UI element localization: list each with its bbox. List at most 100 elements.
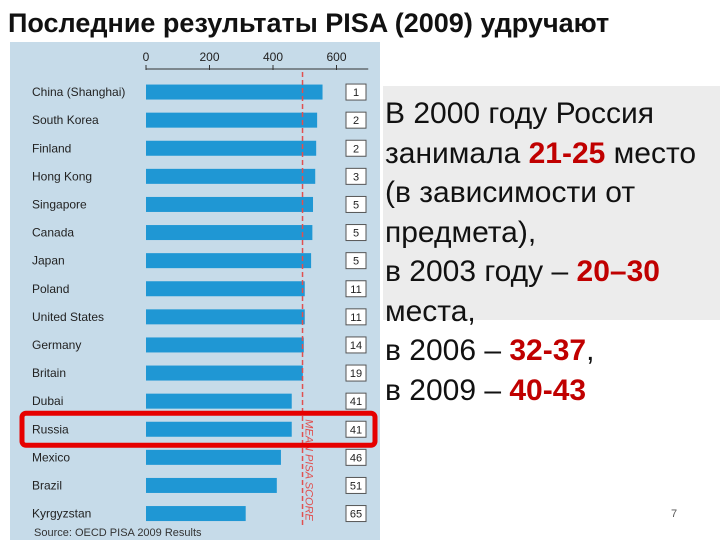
rank-label: 46 <box>350 452 362 464</box>
rank-label: 5 <box>353 256 359 268</box>
bar <box>146 393 292 409</box>
text-subject: предмета), <box>385 215 537 249</box>
rank-label: 5 <box>353 228 359 240</box>
category-label: Britain <box>32 366 66 380</box>
bullet-line: в 2009 – 40-43 <box>385 371 720 411</box>
bar <box>146 365 303 381</box>
text-mesto: место <box>605 136 697 170</box>
bar <box>146 196 314 212</box>
category-label: Dubai <box>32 394 63 408</box>
rank-box <box>345 252 367 270</box>
bar <box>146 112 318 128</box>
bullet-line: места, <box>385 292 720 332</box>
rank-box <box>345 111 367 129</box>
text-2006: в 2006 – <box>385 334 510 367</box>
category-label: United States <box>32 310 104 324</box>
category-label: Canada <box>32 226 74 240</box>
slide-title: Последние результаты PISA (2009) удручаю… <box>8 8 610 38</box>
bar <box>146 477 277 493</box>
rank-box <box>345 195 367 213</box>
russia-highlight-box <box>19 410 378 448</box>
bullet-line: предмета), <box>385 213 720 253</box>
text-mesta: места, <box>385 294 476 328</box>
rank-2000: 21-25 <box>528 136 606 170</box>
rank-box <box>345 448 367 466</box>
page-number: 7 <box>671 508 678 520</box>
text-2009: в 2009 – <box>385 373 510 407</box>
rank-box <box>345 392 367 410</box>
rank-label: 5 <box>353 199 359 211</box>
category-label: Hong Kong <box>32 169 92 183</box>
bar <box>146 281 305 297</box>
mean-score-label: MEAN PISA SCORE <box>303 419 315 521</box>
bar <box>146 337 304 353</box>
rank-box <box>345 364 367 382</box>
text-depends: (в зависимости от <box>385 176 636 209</box>
rank-label: 14 <box>350 340 362 352</box>
bars <box>146 84 323 522</box>
bar <box>146 84 323 100</box>
category-label: Japan <box>32 254 65 268</box>
text-zanimala: занимала <box>385 136 529 170</box>
rank-box <box>345 167 367 185</box>
category-label: Germany <box>32 338 81 352</box>
rank-box <box>345 308 367 326</box>
rank-box <box>345 139 367 157</box>
rank-label: 3 <box>353 171 359 183</box>
rank-label: 2 <box>353 115 359 127</box>
bullet-line: занимала 21-25 место <box>385 134 720 174</box>
rank-label: 65 <box>350 509 362 521</box>
rank-2003: 20–30 <box>576 255 660 288</box>
rank-label: 2 <box>353 143 359 155</box>
rank-box <box>345 476 367 494</box>
x-tick-label: 600 <box>326 50 346 64</box>
rank-label: 11 <box>350 312 361 324</box>
bar <box>146 309 305 325</box>
rank-box <box>345 280 367 298</box>
bar <box>146 506 246 522</box>
bullet-line: В 2000 году Россия <box>385 94 720 134</box>
bar <box>146 449 281 465</box>
bar <box>146 253 312 269</box>
category-label: Finland <box>32 141 71 155</box>
text-2000: В 2000 году Россия <box>385 97 654 130</box>
text-panel-background <box>383 86 720 320</box>
category-label: Russia <box>32 422 69 436</box>
category-label: Brazil <box>32 478 62 492</box>
rank-2006: 32-37 <box>509 334 587 367</box>
category-labels: China (Shanghai) South Korea Finland Hong K… <box>32 85 125 521</box>
rank-label: 11 <box>350 284 361 296</box>
category-label: China (Shanghai) <box>32 85 125 99</box>
bar <box>146 225 313 241</box>
bar <box>146 168 316 184</box>
bar <box>146 140 317 156</box>
text-comma: , <box>586 334 595 367</box>
bullet-line: в 2003 году – 20–30 <box>385 252 720 292</box>
rank-box <box>345 336 367 354</box>
rank-labels: 1 2 2 3 5 5 5 11 11 14 19 41 41 46 51 65 <box>345 83 367 523</box>
category-label: South Korea <box>32 113 99 127</box>
chart-source: Source: OECD PISA 2009 Results <box>34 527 202 539</box>
category-label: Kyrgyzstan <box>32 507 91 521</box>
x-tick-label: 200 <box>199 50 219 64</box>
rank-label: 51 <box>350 480 362 492</box>
bullet-text: В 2000 году Россия занимала 21-25 место … <box>385 94 720 410</box>
category-label: Mexico <box>32 450 70 464</box>
rank-box <box>345 83 367 101</box>
text-2003: в 2003 году – <box>385 255 577 288</box>
pisa-bar-chart: 0 200 400 600 China (Shanghai) South Korea Fi… <box>19 50 378 539</box>
x-tick-label: 400 <box>263 50 283 64</box>
category-label: Singapore <box>32 197 87 211</box>
category-label: Poland <box>32 282 69 296</box>
rank-box <box>345 420 367 438</box>
bullet-line: (в зависимости от <box>385 173 720 213</box>
rank-label: 19 <box>350 368 362 380</box>
rank-box <box>345 224 367 242</box>
rank-label: 1 <box>353 87 359 99</box>
rank-label: 41 <box>350 424 362 436</box>
x-axis: 0 200 400 600 <box>143 50 369 70</box>
bar <box>146 421 292 437</box>
rank-2009: 40-43 <box>509 373 587 407</box>
rank-label: 41 <box>350 396 362 408</box>
bullet-line: в 2006 – 32-37, <box>385 331 720 371</box>
